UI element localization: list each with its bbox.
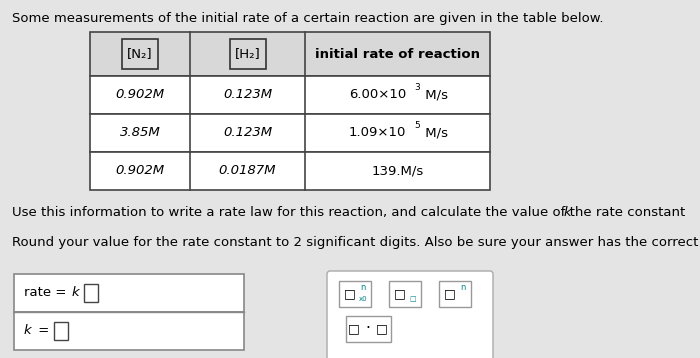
Text: k: k xyxy=(564,206,571,219)
FancyBboxPatch shape xyxy=(90,32,490,76)
Text: 0.0187M: 0.0187M xyxy=(218,164,276,178)
Text: n: n xyxy=(360,282,365,291)
Text: Round your value for the rate constant to 2 significant digits. Also be sure you: Round your value for the rate constant t… xyxy=(12,236,700,249)
Text: .: . xyxy=(570,206,575,219)
Text: 3.85M: 3.85M xyxy=(120,126,160,140)
FancyBboxPatch shape xyxy=(339,281,371,307)
Text: □: □ xyxy=(344,287,356,300)
FancyBboxPatch shape xyxy=(84,284,98,302)
Text: □: □ xyxy=(410,296,416,302)
FancyBboxPatch shape xyxy=(14,312,244,350)
Text: Use this information to write a rate law for this reaction, and calculate the va: Use this information to write a rate law… xyxy=(12,206,690,219)
Text: n: n xyxy=(461,282,466,291)
FancyBboxPatch shape xyxy=(346,316,391,342)
Text: k: k xyxy=(72,286,80,300)
Text: [H₂]: [H₂] xyxy=(234,48,260,61)
FancyBboxPatch shape xyxy=(90,114,490,152)
Text: M/s: M/s xyxy=(421,88,448,102)
Text: Some measurements of the initial rate of a certain reaction are given in the tab: Some measurements of the initial rate of… xyxy=(12,12,603,25)
Text: x0: x0 xyxy=(358,296,368,302)
Text: 3: 3 xyxy=(414,83,419,92)
Text: □: □ xyxy=(394,287,406,300)
Text: 5: 5 xyxy=(414,121,419,131)
FancyBboxPatch shape xyxy=(230,39,265,69)
FancyBboxPatch shape xyxy=(90,152,490,190)
Text: □: □ xyxy=(376,323,388,335)
Text: 139.M/s: 139.M/s xyxy=(372,164,424,178)
FancyBboxPatch shape xyxy=(327,271,493,358)
Text: initial rate of reaction: initial rate of reaction xyxy=(315,48,480,61)
Text: 6.00×10: 6.00×10 xyxy=(349,88,406,102)
FancyBboxPatch shape xyxy=(122,39,158,69)
Text: =: = xyxy=(34,324,53,338)
Text: [N₂]: [N₂] xyxy=(127,48,153,61)
Text: rate =: rate = xyxy=(24,286,71,300)
Text: ·: · xyxy=(365,321,370,337)
FancyBboxPatch shape xyxy=(439,281,471,307)
Text: 0.123M: 0.123M xyxy=(223,126,272,140)
Text: □: □ xyxy=(348,323,360,335)
Text: 1.09×10: 1.09×10 xyxy=(349,126,406,140)
Text: 0.902M: 0.902M xyxy=(116,88,164,102)
FancyBboxPatch shape xyxy=(54,322,68,340)
FancyBboxPatch shape xyxy=(14,274,244,312)
FancyBboxPatch shape xyxy=(389,281,421,307)
FancyBboxPatch shape xyxy=(90,76,490,114)
Text: k: k xyxy=(24,324,32,338)
Text: □: □ xyxy=(444,287,456,300)
Text: M/s: M/s xyxy=(421,126,448,140)
Text: 0.902M: 0.902M xyxy=(116,164,164,178)
Text: 0.123M: 0.123M xyxy=(223,88,272,102)
